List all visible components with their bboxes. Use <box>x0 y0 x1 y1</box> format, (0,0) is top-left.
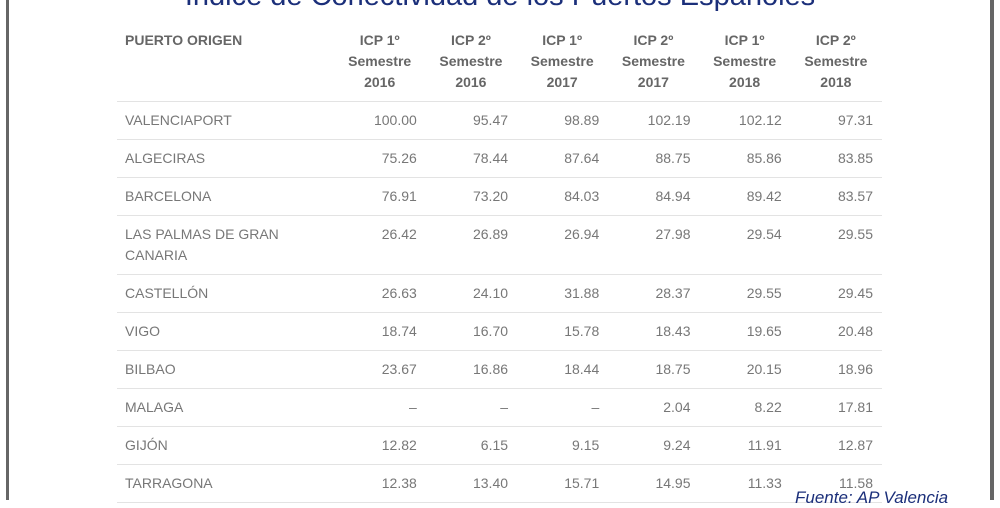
frame-border-right <box>990 0 994 500</box>
icp-value-cell: 15.78 <box>517 312 609 351</box>
icp-value-cell: 76.91 <box>334 177 426 216</box>
icp-value-cell: 29.55 <box>699 274 791 313</box>
icp-value-cell: 78.44 <box>425 139 518 178</box>
table-row: CASTELLÓN 26.63 24.10 31.88 28.37 29.55 29.45 <box>117 274 882 313</box>
column-header: ICP 2º Semestre 2017 <box>621 32 685 90</box>
icp-value-cell: 27.98 <box>608 215 700 275</box>
icp-value-cell: 28.37 <box>608 274 700 313</box>
table-row: VIGO 18.74 16.70 15.78 18.43 19.65 20.48 <box>117 312 882 351</box>
icp-value-cell: 18.96 <box>790 350 882 389</box>
icp-value-cell: 9.15 <box>517 426 609 465</box>
table-header-row: PUERTO ORIGEN ICP 1º Semestre 2016 ICP 2º … <box>117 28 882 102</box>
icp-value-cell: 26.63 <box>334 274 426 313</box>
table-row: BARCELONA 76.91 73.20 84.03 84.94 89.42 83.57 <box>117 177 882 216</box>
port-name-cell: MALAGA <box>117 388 335 427</box>
icp-value-cell: 83.57 <box>790 177 882 216</box>
icp-value-cell: 8.22 <box>699 388 791 427</box>
icp-value-cell: 16.86 <box>425 350 518 389</box>
icp-value-cell: 73.20 <box>425 177 518 216</box>
icp-value-cell: 9.24 <box>608 426 700 465</box>
icp-value-cell: 102.12 <box>699 101 791 140</box>
port-name-cell: LAS PALMAS DE GRAN CANARIA <box>117 215 335 275</box>
icp-value-cell: 20.48 <box>790 312 882 351</box>
port-name-cell: BILBAO <box>117 350 335 389</box>
column-header: ICP 1º Semestre 2017 <box>530 32 594 90</box>
port-name-cell: BARCELONA <box>117 177 335 216</box>
icp-value-cell: 15.71 <box>517 464 609 503</box>
icp-value-cell: 19.65 <box>699 312 791 351</box>
table-row: TARRAGONA 12.38 13.40 15.71 14.95 11.33 11.58 <box>117 464 882 503</box>
table-row: VALENCIAPORT 100.00 95.47 98.89 102.19 102.12… <box>117 101 882 140</box>
icp-value-cell: – <box>334 388 426 427</box>
icp-value-cell: 85.86 <box>699 139 791 178</box>
icp-value-cell: 6.15 <box>425 426 518 465</box>
icp-value-cell: 89.42 <box>699 177 791 216</box>
icp-value-cell: – <box>517 388 609 427</box>
table-row: ALGECIRAS 75.26 78.44 87.64 88.75 85.86 83.85 <box>117 139 882 178</box>
connectivity-table: PUERTO ORIGEN ICP 1º Semestre 2016 ICP 2º … <box>117 28 882 503</box>
port-name-cell: ALGECIRAS <box>117 139 335 178</box>
port-name-cell: CASTELLÓN <box>117 274 335 313</box>
icp-value-cell: 11.58 <box>790 464 882 503</box>
icp-value-cell: 83.85 <box>790 139 882 178</box>
icp-value-cell: 11.91 <box>699 426 791 465</box>
icp-value-cell: 18.44 <box>517 350 609 389</box>
icp-value-cell: 29.45 <box>790 274 882 313</box>
table-row: LAS PALMAS DE GRAN CANARIA 26.42 26.89 26.9… <box>117 215 882 275</box>
port-name-cell: VIGO <box>117 312 335 351</box>
page-title: Índice de Conectividad de los Puertos Es… <box>0 0 1000 13</box>
icp-value-cell: 31.88 <box>517 274 609 313</box>
source-caption: Fuente: AP Valencia <box>795 488 949 507</box>
port-name-cell: VALENCIAPORT <box>117 101 335 140</box>
icp-value-cell: 26.89 <box>425 215 518 275</box>
column-header: ICP 1º Semestre 2016 <box>348 32 412 90</box>
icp-value-cell: 12.82 <box>334 426 426 465</box>
icp-value-cell: 95.47 <box>425 101 518 140</box>
icp-value-cell: 26.42 <box>334 215 426 275</box>
icp-value-cell: 29.55 <box>790 215 882 275</box>
column-header: ICP 1º Semestre 2018 <box>713 32 777 90</box>
column-header: ICP 2º Semestre 2018 <box>804 32 868 90</box>
icp-value-cell: 18.74 <box>334 312 426 351</box>
icp-value-cell: 14.95 <box>608 464 700 503</box>
icp-value-cell: 24.10 <box>425 274 518 313</box>
icp-value-cell: 12.87 <box>790 426 882 465</box>
icp-value-cell: 102.19 <box>608 101 700 140</box>
table-row: GIJÓN 12.82 6.15 9.15 9.24 11.91 12.87 <box>117 426 882 465</box>
icp-value-cell: 12.38 <box>334 464 426 503</box>
table-row: MALAGA – – –2.04 8.22 17.81 <box>117 388 882 427</box>
icp-value-cell: 84.94 <box>608 177 700 216</box>
port-name-cell: GIJÓN <box>117 426 335 465</box>
icp-value-cell: 23.67 <box>334 350 426 389</box>
icp-value-cell: 20.15 <box>699 350 791 389</box>
icp-value-cell: 11.33 <box>699 464 791 503</box>
icp-value-cell: 87.64 <box>517 139 609 178</box>
icp-value-cell: 17.81 <box>790 388 882 427</box>
column-header: ICP 2º Semestre 2016 <box>439 32 503 90</box>
icp-value-cell: 100.00 <box>334 101 426 140</box>
icp-value-cell: 98.89 <box>517 101 609 140</box>
table-row: BILBAO 23.67 16.86 18.44 18.75 20.15 18.96 <box>117 350 882 389</box>
icp-value-cell: 88.75 <box>608 139 700 178</box>
icp-value-cell: 18.43 <box>608 312 700 351</box>
icp-value-cell: 84.03 <box>517 177 609 216</box>
icp-value-cell: 29.54 <box>699 215 791 275</box>
icp-value-cell: 75.26 <box>334 139 426 178</box>
icp-value-cell: – <box>425 388 518 427</box>
icp-value-cell: 26.94 <box>517 215 609 275</box>
icp-value-cell: 16.70 <box>425 312 518 351</box>
port-name-cell: TARRAGONA <box>117 464 335 503</box>
icp-value-cell: 97.31 <box>790 101 882 140</box>
frame-border-left <box>6 0 9 500</box>
icp-value-cell: 13.40 <box>425 464 518 503</box>
icp-value-cell: 2.04 <box>608 388 700 427</box>
column-header: PUERTO ORIGEN <box>125 32 243 48</box>
icp-value-cell: 18.75 <box>608 350 700 389</box>
